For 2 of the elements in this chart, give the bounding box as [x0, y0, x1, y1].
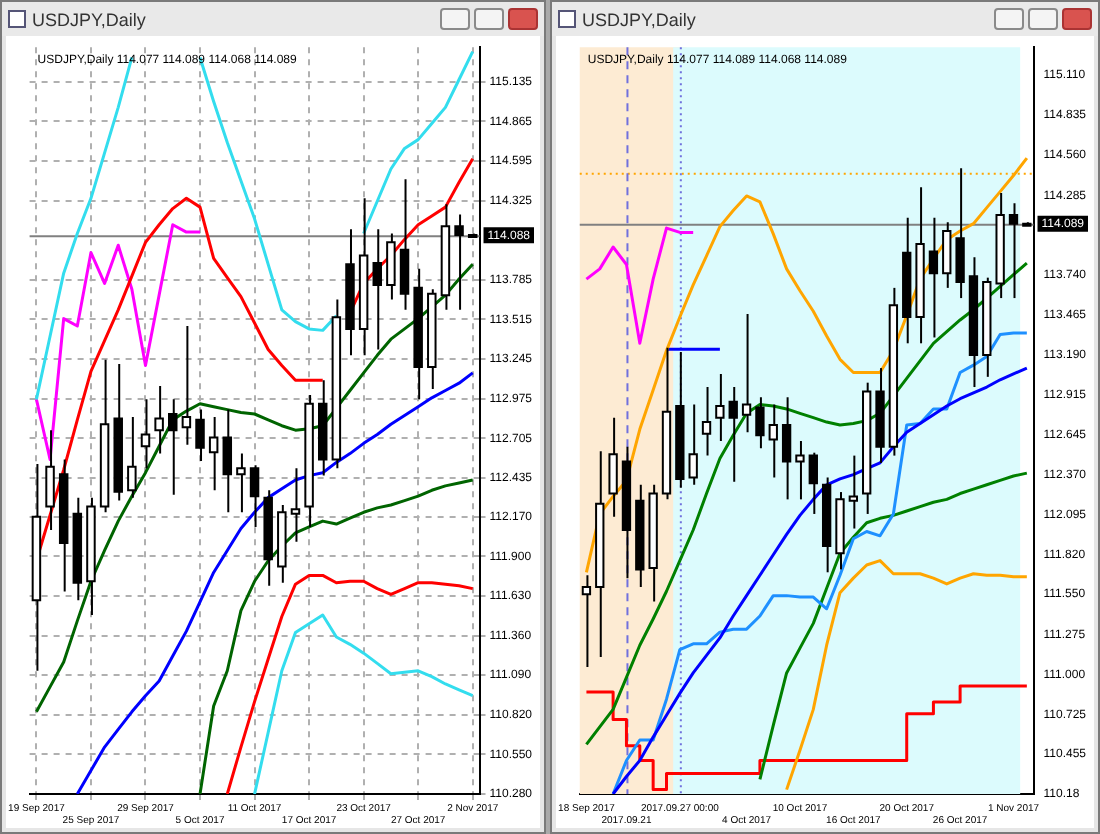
chart-title: USDJPY,Daily	[32, 9, 148, 29]
chart-title: USDJPY,Daily	[582, 9, 698, 29]
